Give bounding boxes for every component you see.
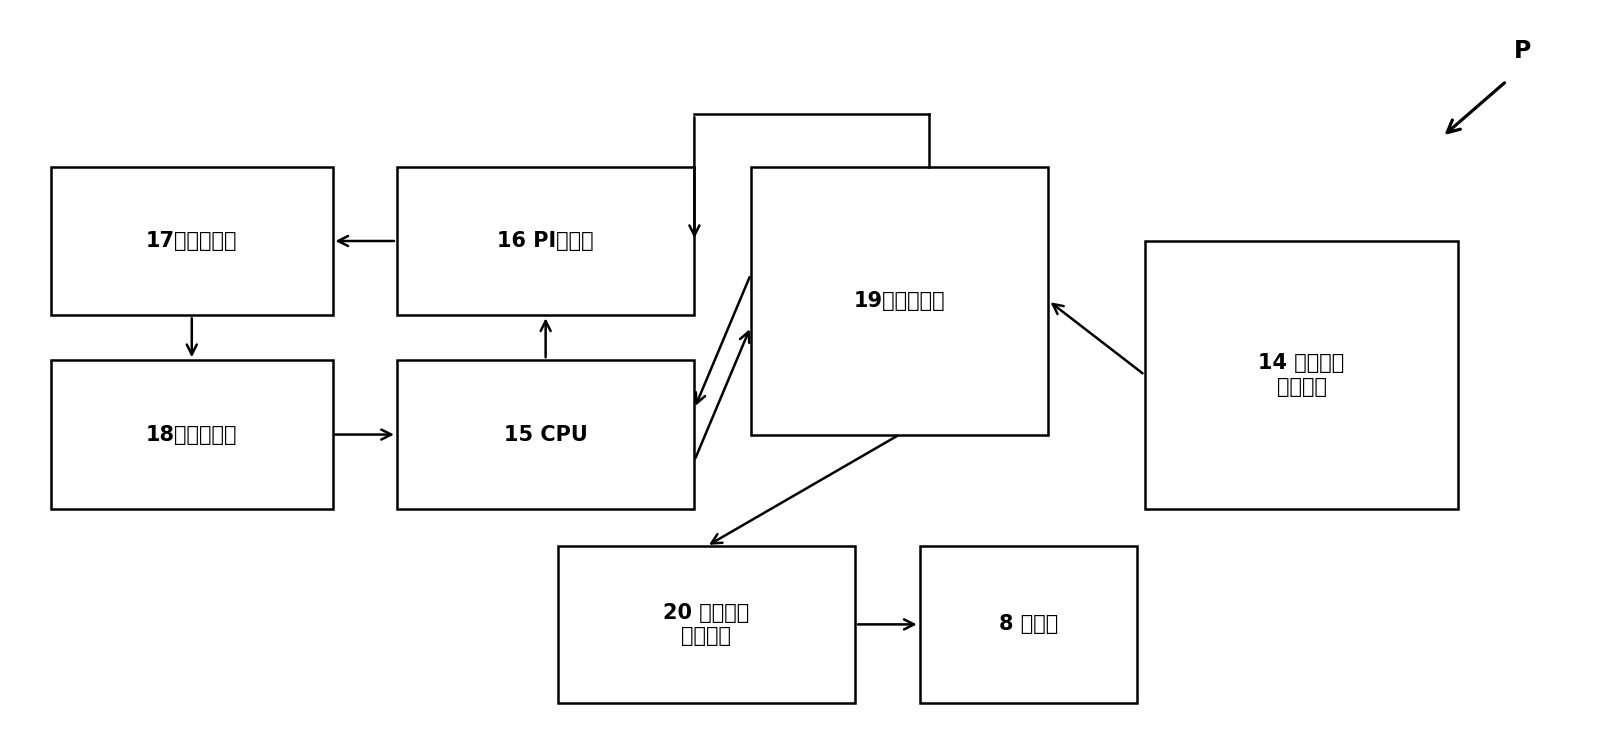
- Bar: [397, 166, 694, 316]
- Text: 16 PI调节器: 16 PI调节器: [497, 231, 594, 251]
- Text: 14 第二压流
转换模块: 14 第二压流 转换模块: [1259, 353, 1344, 397]
- Text: 18限幅发生器: 18限幅发生器: [145, 424, 237, 445]
- Bar: [558, 546, 855, 703]
- Bar: [397, 360, 694, 509]
- Text: P: P: [1514, 39, 1532, 63]
- Bar: [751, 166, 1047, 434]
- Text: 20 第一压流
转换模块: 20 第一压流 转换模块: [663, 603, 749, 646]
- Text: 15 CPU: 15 CPU: [504, 424, 587, 445]
- Bar: [1144, 241, 1459, 509]
- Text: 17斜坡发生器: 17斜坡发生器: [145, 231, 237, 251]
- Text: 8 比例阀: 8 比例阀: [999, 614, 1057, 634]
- Bar: [920, 546, 1136, 703]
- Text: 19输入输出板: 19输入输出板: [854, 290, 946, 310]
- Bar: [52, 360, 332, 509]
- Bar: [52, 166, 332, 316]
